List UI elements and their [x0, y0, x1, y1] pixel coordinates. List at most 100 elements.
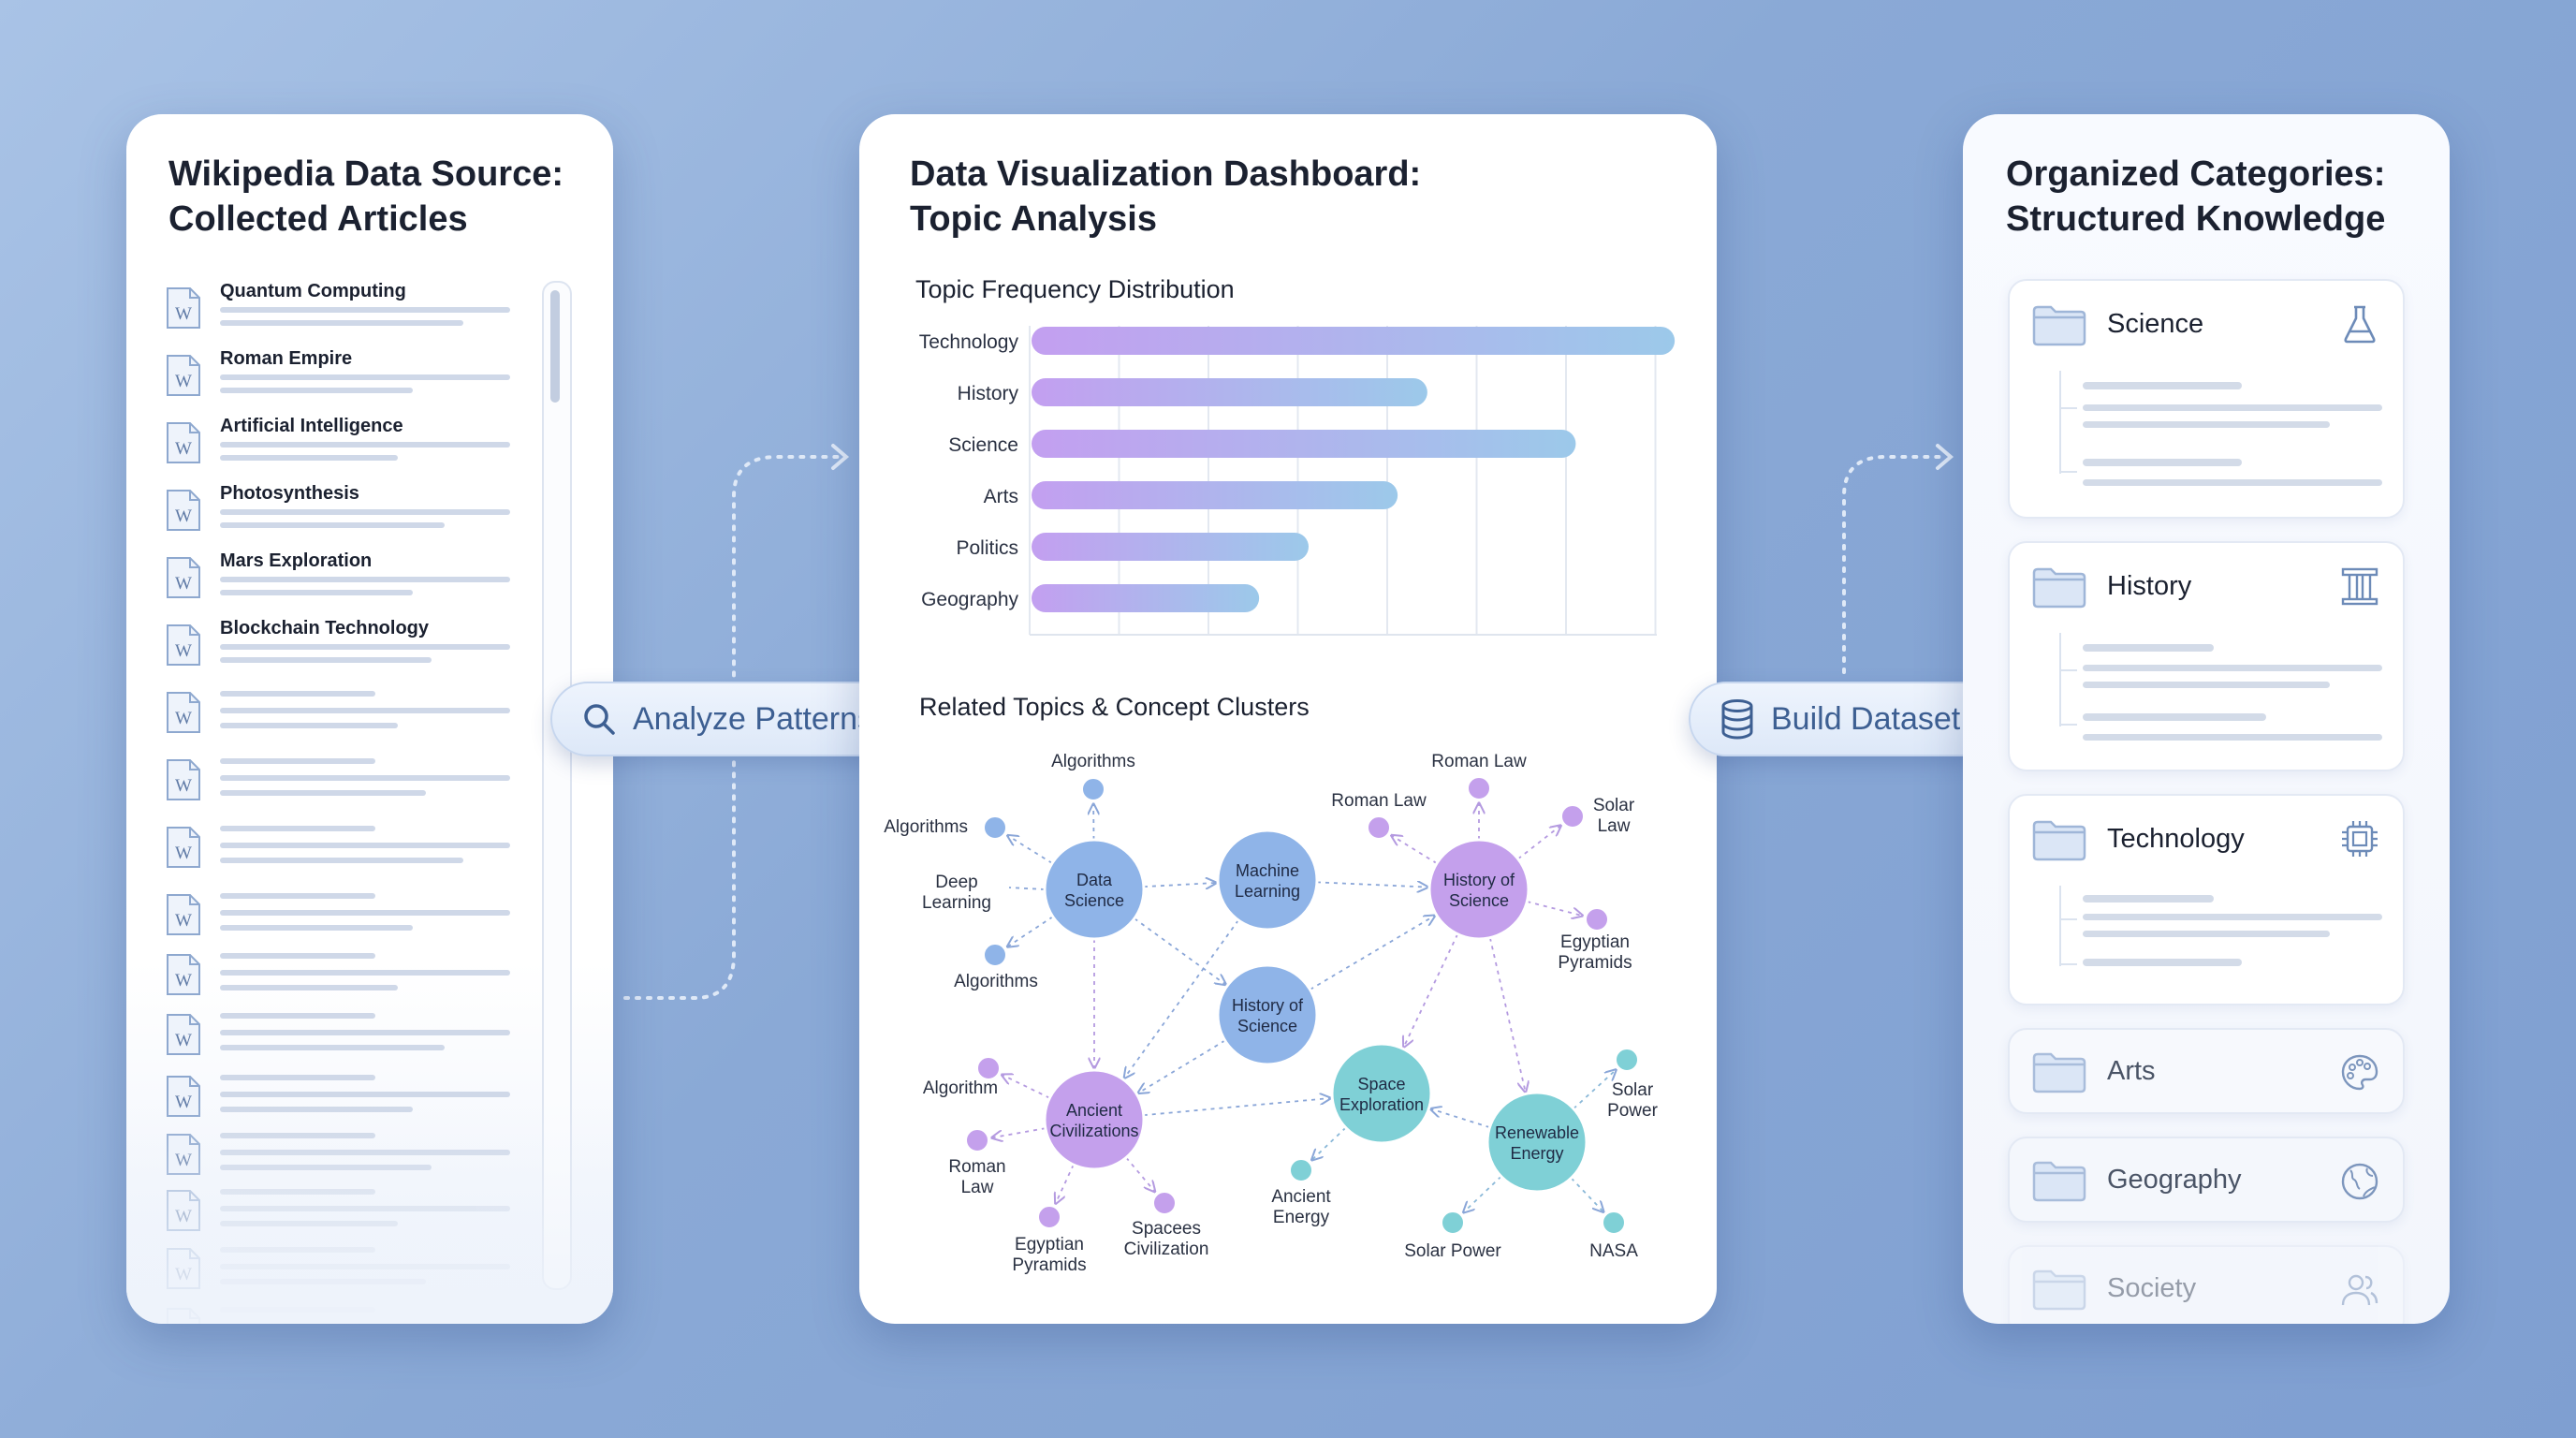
text-placeholder-line — [220, 1133, 375, 1138]
hub-label: Ancient Civilizations — [1049, 1101, 1138, 1140]
leaf-edge — [1008, 835, 1053, 864]
network-edge — [1316, 882, 1427, 887]
leaf-label: Algorithms — [1051, 752, 1135, 771]
article-item[interactable]: W — [166, 1127, 531, 1183]
leaf-node — [1289, 1158, 1313, 1182]
folder-icon — [2032, 1161, 2086, 1202]
column-icon — [2341, 567, 2378, 606]
leaf-edge — [1517, 826, 1561, 860]
article-item[interactable]: W — [166, 685, 531, 741]
database-icon — [1721, 699, 1753, 740]
wikipedia-document-icon: W — [167, 1076, 200, 1117]
folder-icon — [2032, 820, 2086, 861]
wikipedia-document-icon: W — [167, 1014, 200, 1055]
doc-icon-letter: W — [175, 1265, 192, 1284]
analyze-patterns-button[interactable]: Analyze Patterns — [550, 682, 908, 756]
text-placeholder-line — [220, 1092, 510, 1097]
build-dataset-label: Build Dataset — [1771, 700, 1961, 737]
leaf-label: Algorithms — [954, 972, 1038, 991]
article-item[interactable]: W Mars Exploration — [166, 550, 531, 607]
wikipedia-document-icon: W — [167, 355, 200, 396]
leaf-node — [965, 1128, 989, 1152]
category-card-geography[interactable]: Geography — [2008, 1137, 2405, 1223]
text-placeholder-line — [220, 985, 398, 990]
topic-frequency-chart: Technology History Science Arts Politics Geog… — [919, 326, 1676, 636]
text-placeholder-line — [220, 1013, 375, 1019]
leaf-node — [1367, 815, 1391, 840]
globe-icon — [2341, 1163, 2378, 1200]
text-placeholder-line — [220, 1307, 375, 1313]
leaf-edge — [1056, 1164, 1075, 1203]
right-panel-title: Organized Categories: Structured Knowled… — [2006, 152, 2385, 242]
text-placeholder-line — [220, 1107, 413, 1112]
build-dataset-button[interactable]: Build Dataset — [1689, 682, 1998, 756]
category-tick-label: Science — [948, 434, 1018, 456]
hub-label: History of Science — [1232, 996, 1304, 1035]
text-placeholder-line — [220, 1279, 426, 1284]
network-edge — [1404, 933, 1458, 1048]
article-item[interactable]: W — [166, 820, 531, 876]
category-card-science[interactable]: Science — [2008, 279, 2405, 519]
article-item[interactable]: W — [166, 1241, 531, 1298]
text-placeholder-line — [220, 1221, 398, 1226]
category-card-technology[interactable]: Technology — [2008, 794, 2405, 1005]
article-item[interactable]: W — [166, 888, 531, 944]
network-edge — [1134, 917, 1226, 985]
scroll-thumb[interactable] — [550, 290, 560, 403]
text-placeholder-line — [220, 307, 510, 313]
dashboard-panel: Data Visualization Dashboard: Topic Anal… — [859, 114, 1717, 1324]
article-item[interactable]: W Quantum Computing — [166, 281, 531, 337]
article-title: Mars Exploration — [220, 550, 373, 571]
leaf-label: Algorithm — [923, 1078, 998, 1098]
doc-icon-letter: W — [175, 1151, 192, 1170]
wikipedia-document-icon: W — [167, 759, 200, 800]
leaf-label: Solar Power — [1607, 1080, 1659, 1121]
category-tick-label: Arts — [984, 486, 1018, 507]
leaf-edge — [1008, 887, 1046, 890]
article-scrollbar[interactable] — [542, 281, 572, 1290]
article-item[interactable]: W Roman Empire — [166, 348, 531, 404]
leaf-label: Solar Law — [1593, 796, 1635, 836]
hub-label: Renewable Energy — [1495, 1123, 1579, 1163]
hub-label: Data Science — [1064, 871, 1124, 910]
doc-icon-letter: W — [175, 911, 192, 931]
article-item[interactable]: W Blockchain Technology — [166, 618, 531, 674]
text-placeholder-line — [220, 858, 463, 863]
leaf-node — [1467, 776, 1491, 800]
article-item[interactable]: W Artificial Intelligence — [166, 416, 531, 472]
article-item[interactable]: W — [166, 947, 531, 1004]
middle-panel-title: Data Visualization Dashboard: Topic Anal… — [910, 152, 1421, 242]
text-placeholder-line — [220, 775, 510, 781]
search-icon — [584, 704, 615, 735]
text-placeholder-line — [220, 1165, 432, 1170]
category-label: Arts — [2107, 1056, 2156, 1086]
article-title: Artificial Intelligence — [220, 416, 403, 436]
leaf-node — [1602, 1211, 1626, 1235]
text-placeholder-line — [220, 657, 432, 663]
text-placeholder-line — [220, 691, 375, 697]
bar — [1032, 533, 1309, 561]
article-item[interactable]: W — [166, 1301, 531, 1324]
category-card-history[interactable]: History — [2008, 541, 2405, 771]
leaf-label: Roman Law — [1331, 791, 1427, 811]
text-placeholder-line — [220, 320, 463, 326]
leaf-label: Egyptian Pyramids — [1012, 1235, 1086, 1275]
tree-lines — [2059, 633, 2382, 741]
category-tick-label: Politics — [956, 537, 1018, 559]
doc-icon-letter: W — [175, 1031, 192, 1050]
article-item[interactable]: W — [166, 1183, 531, 1240]
category-card-society[interactable]: Society — [2008, 1245, 2405, 1324]
category-card-arts[interactable]: Arts — [2008, 1028, 2405, 1114]
doc-icon-letter: W — [175, 304, 192, 324]
article-item[interactable]: W — [166, 753, 531, 809]
tree-lines — [2059, 886, 2382, 966]
leaf-edge — [1002, 1075, 1050, 1099]
text-placeholder-line — [220, 723, 398, 728]
article-item[interactable]: W — [166, 1007, 531, 1064]
arrowhead-right — [1936, 444, 1954, 470]
leaf-node — [1081, 777, 1105, 801]
article-item[interactable]: W — [166, 1069, 531, 1125]
category-label: Geography — [2107, 1165, 2242, 1195]
article-item[interactable]: W Photosynthesis — [166, 483, 531, 539]
text-placeholder-line — [220, 522, 445, 528]
